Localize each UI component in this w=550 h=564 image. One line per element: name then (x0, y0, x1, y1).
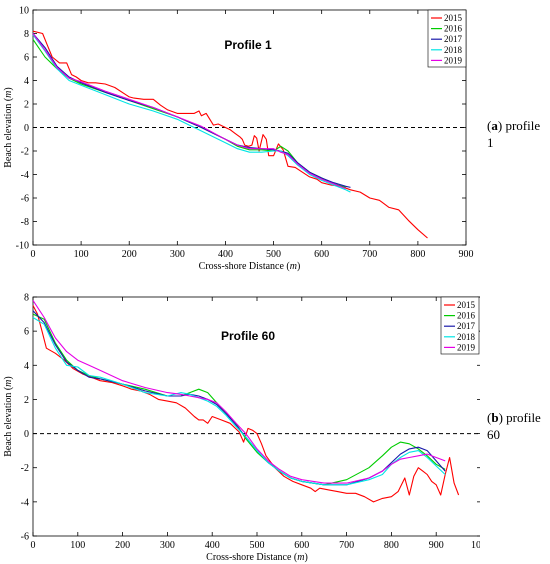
y-tick-label: -10 (16, 241, 29, 252)
series-line-2018 (32, 317, 446, 486)
legend-label-2018: 2018 (457, 332, 476, 342)
legend-box (427, 9, 467, 68)
y-tick-label: 10 (19, 6, 29, 17)
x-tick-label: 900 (459, 249, 474, 260)
x-tick-label: 600 (294, 540, 309, 551)
y-tick-label: 2 (24, 395, 29, 406)
caption-b: (b) profile 60 (487, 410, 541, 442)
y-axis-label: Beach elevation (m) (3, 87, 14, 168)
caption-b-letter: b (491, 410, 499, 425)
caption-a-text: profile 1 (487, 118, 541, 150)
legend-label-2016: 2016 (457, 311, 476, 321)
legend-label-2015: 2015 (444, 13, 463, 23)
legend-label-2019: 2019 (457, 342, 476, 352)
y-tick-label: 8 (24, 293, 29, 304)
y-tick-label: 4 (24, 76, 29, 87)
caption-b-text: profile 60 (487, 410, 541, 442)
x-tick-label: 100 (74, 249, 89, 260)
chart-title: Profile 1 (224, 38, 272, 52)
x-tick-label: 0 (31, 249, 36, 260)
series-line-2015 (32, 305, 460, 503)
x-tick-label: 200 (115, 540, 130, 551)
legend-box (440, 296, 480, 355)
plot-area (32, 296, 480, 537)
x-tick-label: 400 (205, 540, 220, 551)
x-tick-label: 400 (218, 249, 233, 260)
series-line-2019 (32, 300, 446, 484)
x-tick-label: 700 (339, 540, 354, 551)
series-line-2018 (32, 34, 351, 193)
x-axis-label: Cross-shore Distance (m) (199, 261, 301, 272)
x-tick-label: 300 (170, 249, 185, 260)
x-tick-label: 800 (384, 540, 399, 551)
y-tick-label: 4 (24, 361, 29, 372)
x-tick-label: 600 (314, 249, 329, 260)
legend-label-2017: 2017 (444, 34, 463, 44)
series-line-2019 (32, 33, 346, 190)
x-tick-label: 200 (122, 249, 137, 260)
legend-label-2015: 2015 (457, 300, 476, 310)
legend-label-2016: 2016 (444, 24, 463, 34)
legend-label-2018: 2018 (444, 45, 463, 55)
x-tick-label: 800 (410, 249, 425, 260)
y-tick-label: -6 (21, 194, 29, 205)
caption-a: (a) profile 1 (487, 118, 541, 150)
y-tick-label: 8 (24, 29, 29, 40)
x-tick-label: 0 (31, 540, 36, 551)
y-tick-label: 2 (24, 100, 29, 111)
x-tick-label: 900 (429, 540, 444, 551)
y-tick-label: -4 (21, 170, 29, 181)
profile-1-chart: 0 100 200 300 400 500 600 700 800 900 -10 -8 -6 -4 -2 0… (3, 6, 474, 273)
y-axis-label: Beach elevation (m) (3, 376, 14, 457)
series-line-2015 (32, 30, 428, 239)
legend-label-2019: 2019 (444, 55, 463, 65)
y-tick-label: -2 (21, 463, 29, 474)
y-tick-label: -6 (21, 532, 29, 543)
x-tick-label: 1000 (471, 540, 480, 551)
y-tick-label: -2 (21, 147, 29, 158)
x-tick-label: 700 (362, 249, 377, 260)
profile-60-chart: 0 100 200 300 400 500 600 700 800 900 1000 -6 -4 -2 0 2… (3, 293, 480, 563)
chart-title: Profile 60 (221, 329, 275, 343)
legend-label-2017: 2017 (457, 321, 476, 331)
y-tick-label: -8 (21, 217, 29, 228)
x-tick-label: 100 (70, 540, 85, 551)
x-tick-label: 300 (160, 540, 175, 551)
x-tick-label: 500 (266, 249, 281, 260)
x-tick-label: 500 (250, 540, 265, 551)
y-tick-label: 0 (24, 429, 29, 440)
y-tick-label: -4 (21, 497, 29, 508)
caption-a-letter: a (491, 118, 498, 133)
x-axis-label: Cross-shore Distance (m) (206, 552, 308, 563)
y-tick-label: 6 (24, 53, 29, 64)
y-tick-label: 6 (24, 327, 29, 338)
series-line-2017 (32, 310, 446, 486)
y-tick-label: 0 (24, 123, 29, 134)
